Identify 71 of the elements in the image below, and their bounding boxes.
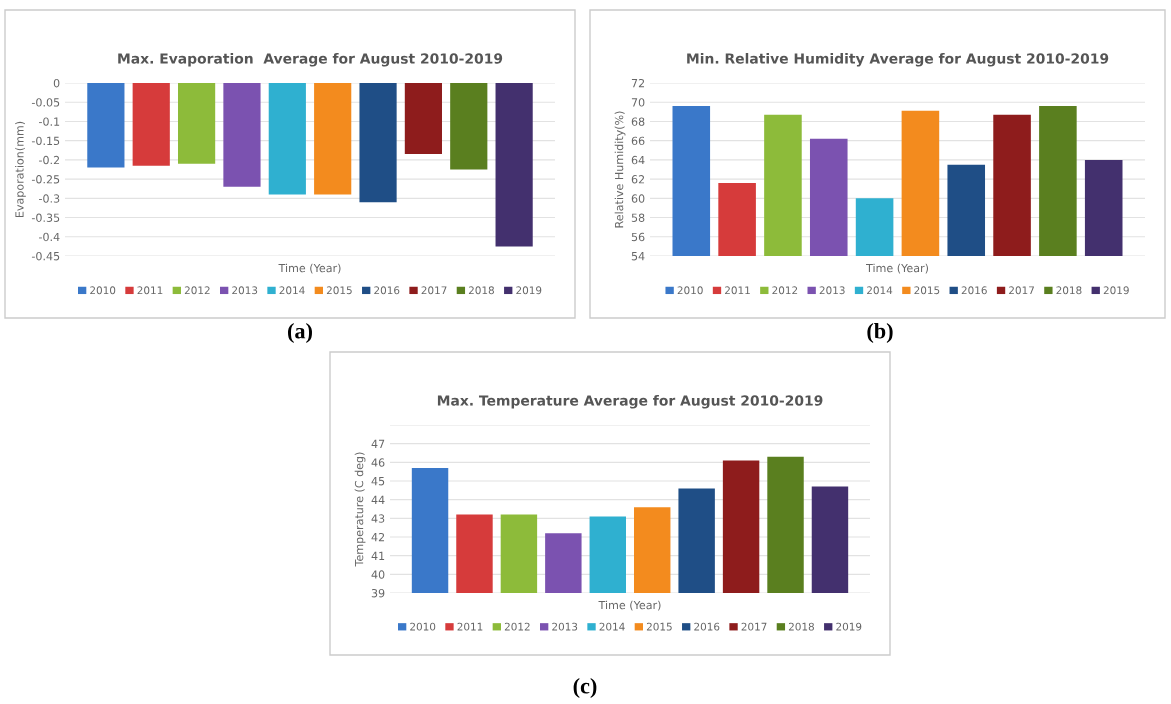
y-tick-label: 40 xyxy=(371,570,385,579)
y-tick-label: 72 xyxy=(631,78,645,88)
y-tick-label: 41 xyxy=(371,551,385,560)
y-tick-label: 43 xyxy=(371,514,385,523)
y-axis-title: Temperature (C deg) xyxy=(354,452,366,567)
legend-label: 2013 xyxy=(819,286,845,295)
y-tick-label: 64 xyxy=(631,155,645,165)
legend-label: 2010 xyxy=(410,622,436,631)
y-tick-label: 60 xyxy=(631,194,645,203)
legend-label: 2014 xyxy=(599,622,625,631)
y-axis-title: Evaporation(mm) xyxy=(15,121,26,218)
y-tick-label: 39 xyxy=(371,588,385,598)
y-tick-label: 58 xyxy=(631,213,645,222)
y-tick-label: -0.45 xyxy=(31,251,60,261)
y-tick-label: -0.15 xyxy=(31,136,60,146)
y-tick-label: 70 xyxy=(631,98,645,107)
legend-label: 2014 xyxy=(867,286,893,295)
legend-label: 2016 xyxy=(374,286,400,295)
legend-label: 2013 xyxy=(552,622,578,631)
legend-label: 2017 xyxy=(741,622,767,631)
legend-label: 2012 xyxy=(184,286,210,295)
y-tick-label: 66 xyxy=(631,136,645,146)
y-tick-label: -0.35 xyxy=(31,213,60,222)
legend-label: 2011 xyxy=(725,286,750,295)
y-tick-label: 45 xyxy=(371,477,385,486)
legend-label: 2010 xyxy=(90,286,116,295)
legend-label: 2016 xyxy=(961,286,987,295)
y-tick-label: -0.2 xyxy=(39,155,60,165)
legend-label: 2014 xyxy=(279,286,305,295)
y-tick-label: 54 xyxy=(631,252,645,261)
chart-title: Max. Temperature Average for August 2010-2019 xyxy=(437,395,823,409)
y-axis-title: Relative Humidity(%) xyxy=(614,111,626,228)
x-axis-title: Time (Year) xyxy=(866,263,928,274)
legend-label: 2019 xyxy=(836,622,862,631)
legend-label: 2015 xyxy=(914,286,940,295)
y-tick-label: -0.3 xyxy=(39,194,60,203)
legend-label: 2018 xyxy=(468,286,494,295)
y-tick-label: -0.25 xyxy=(31,175,60,184)
text: (c) xyxy=(573,677,597,699)
y-tick-label: -0.05 xyxy=(31,98,60,107)
legend-label: 2018 xyxy=(1056,286,1082,295)
legend-label: 2011 xyxy=(457,622,483,631)
legend-label: 2018 xyxy=(788,622,814,631)
y-tick-label: -0.1 xyxy=(39,117,60,126)
y-tick-label: 42 xyxy=(371,532,385,542)
legend-label: 2012 xyxy=(772,286,798,295)
x-axis-title: Time (Year) xyxy=(278,263,341,274)
legend-label: 2019 xyxy=(1103,286,1129,295)
y-tick-label: 62 xyxy=(631,175,645,184)
legend-label: 2017 xyxy=(421,286,447,295)
text: (a) xyxy=(288,322,312,344)
chart-title: Max. Evaporation Average for August 2010-2019 xyxy=(118,53,503,67)
y-tick-label: 47 xyxy=(371,439,385,448)
y-tick-label: 46 xyxy=(371,458,385,467)
legend-label: 2015 xyxy=(646,622,672,631)
text: (b) xyxy=(867,322,893,344)
legend-label: 2016 xyxy=(694,622,720,631)
x-axis-title: Time (Year) xyxy=(598,600,661,611)
y-tick-label: 56 xyxy=(631,232,645,242)
y-tick-label: 68 xyxy=(631,117,645,126)
chart-title: Min. Relative Humidity Average for August 2010-2019 xyxy=(687,53,1109,67)
y-tick-label: 0 xyxy=(53,78,60,88)
legend-label: 2017 xyxy=(1009,286,1034,295)
legend-label: 2011 xyxy=(137,286,163,295)
legend-label: 2012 xyxy=(504,622,530,631)
legend-label: 2019 xyxy=(516,286,542,295)
y-tick-label: -0.4 xyxy=(39,232,60,242)
legend-label: 2010 xyxy=(677,286,703,295)
y-tick-label: 44 xyxy=(371,495,385,504)
legend-label: 2013 xyxy=(232,286,258,295)
legend-label: 2015 xyxy=(326,286,352,295)
